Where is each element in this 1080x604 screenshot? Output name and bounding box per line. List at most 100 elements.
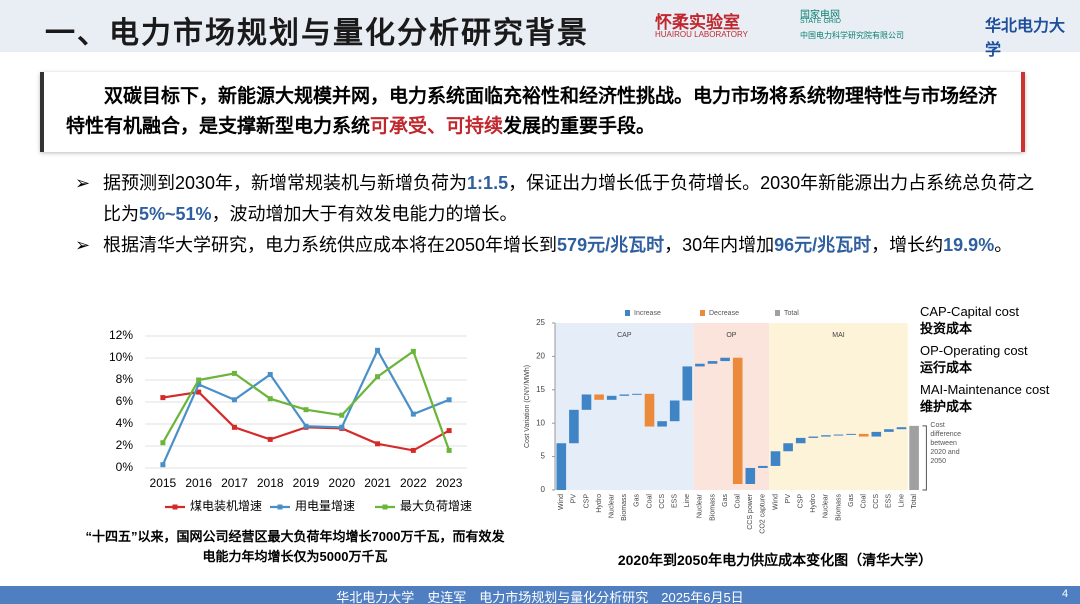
x-tick-label: Biomass bbox=[835, 494, 842, 521]
bar bbox=[720, 357, 730, 362]
marker bbox=[160, 462, 166, 468]
x-tick-label: ESS bbox=[672, 494, 679, 508]
x-tick-label: Hydro bbox=[596, 494, 603, 513]
text: ，波动增加大于有效发电能力的增长。 bbox=[211, 204, 518, 224]
marker bbox=[231, 370, 237, 376]
bar bbox=[884, 429, 894, 432]
x-tick-label: 2015 bbox=[150, 476, 177, 490]
marker bbox=[231, 397, 237, 403]
logo-text: 国家电网 bbox=[800, 10, 840, 21]
marker bbox=[410, 348, 416, 354]
note: 投资成本 bbox=[920, 321, 973, 336]
logo-text: 华北电力大学 bbox=[985, 18, 1066, 59]
x-tick-label: CCS bbox=[873, 494, 880, 509]
legend-swatch bbox=[625, 310, 630, 316]
bar bbox=[682, 366, 693, 401]
highlight-text: 1:1.5 bbox=[467, 173, 509, 193]
group-label: OP bbox=[726, 332, 736, 339]
x-tick-label: 2019 bbox=[293, 476, 320, 490]
y-tick-label: 6% bbox=[116, 394, 134, 408]
x-tick-label: 2023 bbox=[436, 476, 463, 490]
bar bbox=[594, 394, 604, 400]
annotation: Cost difference between 2020 and 2050 bbox=[930, 421, 962, 465]
x-tick-label: Coal bbox=[646, 494, 653, 509]
bar bbox=[644, 393, 655, 427]
x-tick-label: Gas bbox=[634, 494, 641, 507]
marker bbox=[446, 397, 452, 403]
x-tick-label: 2021 bbox=[364, 476, 391, 490]
marker bbox=[375, 441, 381, 447]
x-tick-label: Gas bbox=[848, 494, 855, 507]
bar bbox=[632, 393, 642, 395]
waterfall-chart: Increase Decrease Total CAP Wind PV CSP Hydro Nu… bbox=[524, 310, 962, 534]
bullets: ➢ 据预测到2030年，新增常规装机与新增负荷为1:1.5，保证出力增长低于负荷增… bbox=[75, 168, 1035, 261]
slide-title: 一、电力市场规划与量化分析研究背景 bbox=[45, 17, 589, 50]
group-label: MAI bbox=[832, 332, 845, 339]
text: 。 bbox=[994, 235, 1013, 255]
bar bbox=[732, 357, 743, 484]
bar bbox=[556, 443, 567, 490]
y-tick-label: 12% bbox=[109, 328, 133, 342]
bar bbox=[896, 427, 907, 430]
legend-marker bbox=[172, 504, 178, 510]
bar bbox=[858, 433, 869, 437]
marker bbox=[410, 411, 416, 417]
marker bbox=[339, 424, 345, 430]
x-tick-label: Coal bbox=[861, 494, 868, 509]
bracket bbox=[922, 425, 927, 491]
x-tick-label: CSP bbox=[583, 494, 590, 509]
x-tick-label: CCS power bbox=[747, 493, 754, 529]
legend-label: 用电量增速 bbox=[295, 499, 355, 513]
y-tick-label: 20 bbox=[536, 352, 545, 361]
text: 双碳目标下，新能源大规模并网，电力系统面临充裕性和经济性挑战。电力市场将系统物理… bbox=[66, 86, 998, 137]
marker bbox=[196, 381, 202, 387]
x-tick-label: 2020 bbox=[328, 476, 355, 490]
x-tick-label: Biomass bbox=[621, 494, 628, 521]
text: 据预测到2030年，新增常规装机与新增负荷为 bbox=[103, 173, 468, 193]
marker bbox=[303, 407, 309, 413]
page-number: 4 bbox=[1062, 588, 1069, 600]
text: 发展的重要手段。 bbox=[503, 116, 656, 137]
logo-text: HUAIROU LABORATORY bbox=[655, 30, 748, 39]
marker bbox=[267, 372, 273, 377]
x-tick-label: Line bbox=[684, 494, 691, 507]
x-tick-label: Hydro bbox=[810, 494, 817, 513]
logo-text: STATE GRID bbox=[800, 18, 841, 25]
x-tick-label: Nuclear bbox=[609, 493, 616, 518]
x-tick-label: PV bbox=[571, 494, 578, 504]
note: MAI-Maintenance cost bbox=[920, 382, 1050, 397]
x-tick-label: 2022 bbox=[400, 476, 427, 490]
marker bbox=[267, 436, 273, 442]
x-tick-label: Nuclear bbox=[697, 493, 704, 518]
bar bbox=[846, 433, 856, 435]
bar bbox=[745, 467, 756, 484]
marker bbox=[160, 395, 166, 401]
y-tick-label: 25 bbox=[536, 318, 545, 327]
text: 根据清华大学研究，电力系统供应成本将在2050年增长到 bbox=[103, 235, 558, 255]
bar bbox=[821, 435, 831, 437]
legend-marker bbox=[382, 504, 388, 510]
bar bbox=[707, 361, 718, 364]
bar bbox=[669, 400, 680, 422]
bar bbox=[657, 421, 667, 427]
text: ，增长约 bbox=[871, 235, 944, 255]
bullet: ➢ 根据清华大学研究，电力系统供应成本将在2050年增长到579元/兆瓦时，30年… bbox=[75, 230, 1035, 261]
caption: 2020年到2050年电力供应成本变化图（清华大学） bbox=[617, 552, 933, 568]
footer-text: 华北电力大学 史连军 电力市场规划与量化分析研究 2025年6月5日 bbox=[336, 590, 744, 604]
legend-label: Decrease bbox=[709, 310, 739, 317]
marker bbox=[303, 423, 309, 429]
y-tick-label: 0% bbox=[116, 460, 134, 474]
bar bbox=[569, 409, 579, 444]
text: ，30年内增加 bbox=[664, 235, 775, 255]
marker bbox=[160, 440, 166, 446]
legend-label: Increase bbox=[634, 310, 661, 317]
note: 运行成本 bbox=[920, 360, 973, 375]
x-tick-label: PV bbox=[785, 494, 792, 504]
x-tick-label: Wind bbox=[772, 494, 779, 510]
note: OP-Operating cost bbox=[920, 343, 1028, 358]
y-tick-label: 10 bbox=[536, 418, 545, 427]
x-tick-label: ESS bbox=[886, 494, 893, 508]
x-tick-label: Nuclear bbox=[823, 493, 830, 518]
footer-bar bbox=[0, 586, 1080, 604]
